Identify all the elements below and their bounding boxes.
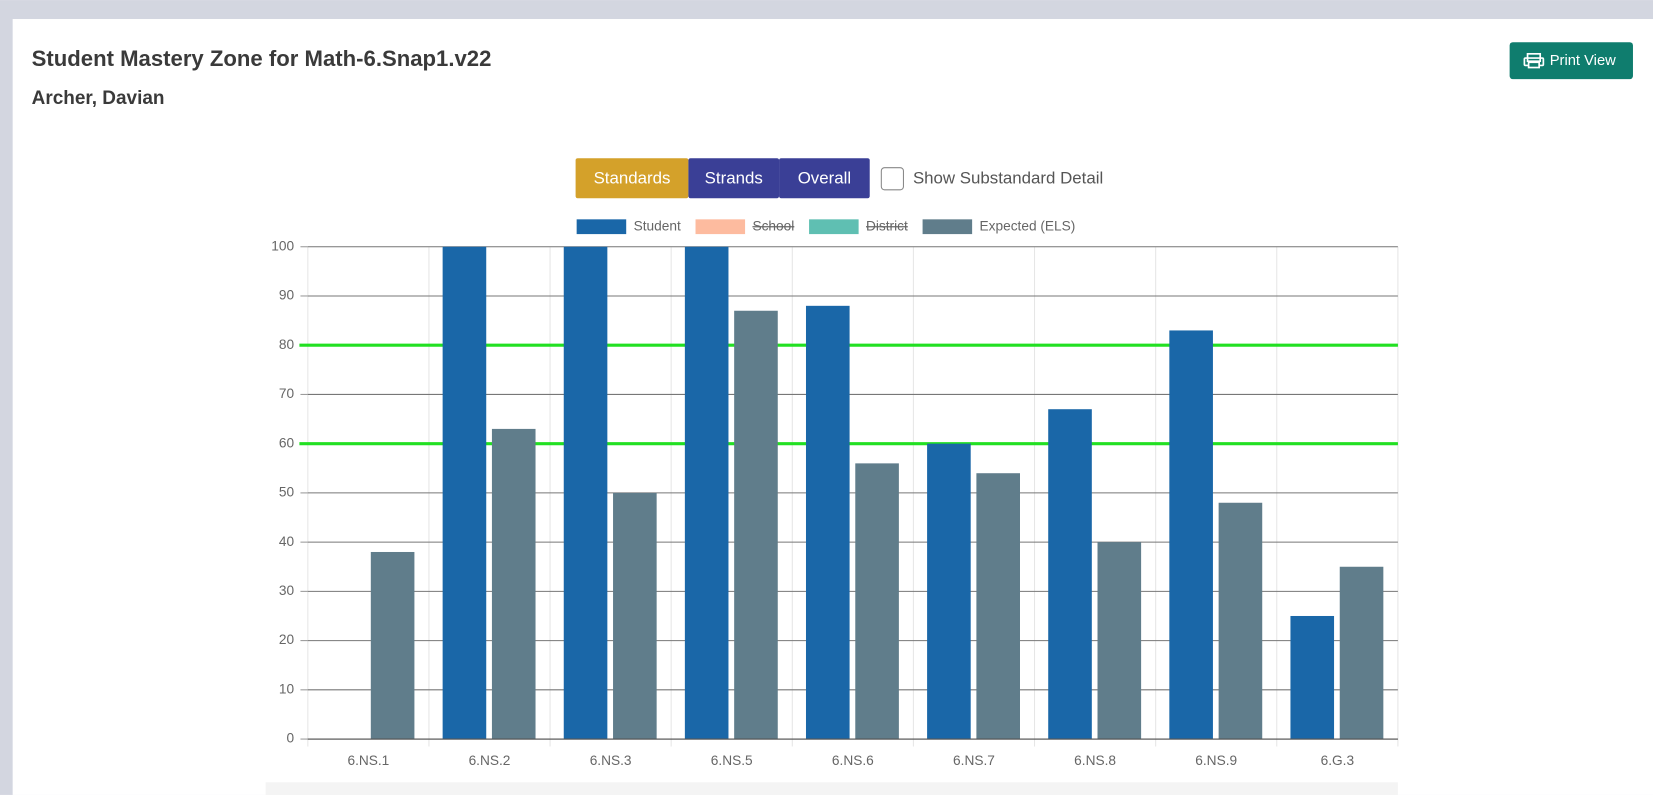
bar [1339,566,1384,740]
print-button[interactable]: Print View [1509,42,1633,80]
checkbox[interactable] [880,167,904,191]
bar [976,473,1020,740]
y-tick-label: 10 [279,681,295,696]
legend-swatch [576,219,627,235]
bar [1097,542,1142,740]
bar [1218,502,1263,740]
tab-label[interactable]: Standards [594,169,671,188]
x-tick-label: 6.NS.9 [1195,753,1237,768]
bar [1290,615,1335,740]
bar [613,492,657,740]
y-tick-label: 20 [279,632,295,647]
y-tick-label: 80 [279,337,295,352]
bar [855,463,899,740]
x-tick-label: 6.G.3 [1321,753,1355,768]
tab-label[interactable]: Strands [705,169,763,188]
legend-label[interactable]: Expected (ELS) [980,218,1076,233]
y-tick-label: 90 [279,288,295,303]
x-tick-label: 6.NS.5 [711,753,753,768]
legend-label[interactable]: District [866,218,908,233]
tab[interactable] [575,158,689,199]
x-tick-label: 6.NS.6 [832,753,874,768]
print-button-label[interactable]: Print View [1550,53,1616,69]
x-tick-label: 6.NS.1 [347,753,389,768]
bar [563,246,608,740]
print-button-bg[interactable] [1509,42,1633,80]
checkbox-label[interactable]: Show Substandard Detail [913,169,1103,188]
student-name: Archer, Davian [32,88,165,109]
bar [927,443,971,740]
print-icon [1523,52,1545,69]
legend-swatch [809,219,859,235]
y-tick-label: 50 [279,485,295,500]
y-tick-label: 60 [279,435,295,450]
bar [1169,330,1213,740]
bar [370,551,415,740]
bar [442,246,487,740]
chart-footer [265,782,1398,795]
y-tick-label: 100 [271,238,294,253]
x-tick-label: 6.NS.7 [953,753,995,768]
x-tick-label: 6.NS.8 [1074,753,1116,768]
page-title: Student Mastery Zone for Math-6.Snap1.v2… [32,46,492,71]
legend-label[interactable]: School [752,218,794,233]
y-tick-label: 70 [279,386,295,401]
bar [734,310,778,740]
y-tick-label: 0 [286,731,294,746]
chart: 0 10 20 30 40 50 60 70 80 90 100 6.NS.1 6.NS.2 6.NS.3… [271,218,1399,768]
tab[interactable] [688,158,780,199]
tab-label[interactable]: Overall [798,169,851,188]
x-tick-label: 6.NS.2 [469,753,511,768]
legend-swatch [695,219,746,235]
bar [805,305,850,740]
y-tick-label: 40 [279,534,295,549]
legend-label[interactable]: Student [634,218,681,233]
legend-swatch [922,219,973,235]
x-tick-label: 6.NS.3 [590,753,632,768]
bar [1048,409,1092,740]
bar [684,246,729,740]
tab[interactable] [779,158,870,199]
y-tick-label: 30 [279,583,295,598]
tab-group: Standards Strands Overall [575,158,870,199]
bar [491,428,536,740]
